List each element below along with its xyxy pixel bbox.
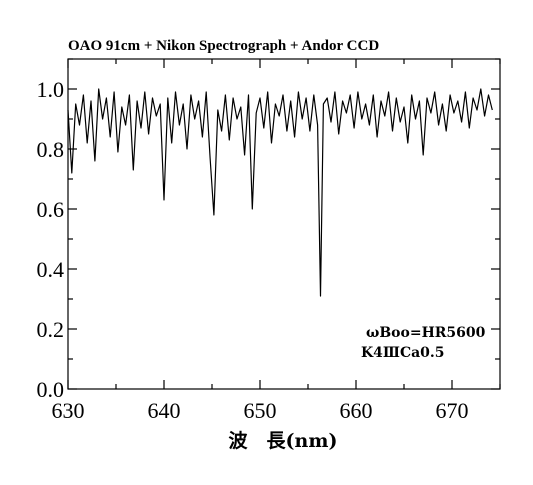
chart-title: OAO 91cm + Nikon Spectrograph + Andor CC… (68, 38, 379, 54)
plot-frame (67, 58, 501, 390)
spectrum-series-line (67, 88, 493, 297)
x-tick-label: 630 (52, 398, 85, 423)
y-tick-label: 0.6 (37, 197, 65, 222)
star-name-annotation: ωBoo=HR5600 (366, 325, 486, 341)
ticks-layer (67, 58, 501, 390)
x-tick-label: 670 (436, 398, 469, 423)
x-tick-label: 650 (244, 398, 277, 423)
y-tick-label: 0.4 (37, 257, 65, 282)
x-tick-label: 660 (340, 398, 373, 423)
y-tick-label: 0.2 (37, 317, 65, 342)
x-axis-label: 波 長(nm) (229, 429, 338, 452)
y-tick-label: 0.8 (37, 137, 65, 162)
x-tick-label: 640 (148, 398, 181, 423)
tick-labels-layer: 630 640 650 660 670 0.0 0.2 0.4 0.6 0.8 1.0 (37, 77, 469, 423)
y-tick-label: 1.0 (37, 77, 65, 102)
spectral-type-annotation: K4ⅢCa0.5 (361, 345, 445, 361)
y-tick-label: 0.0 (37, 377, 65, 402)
